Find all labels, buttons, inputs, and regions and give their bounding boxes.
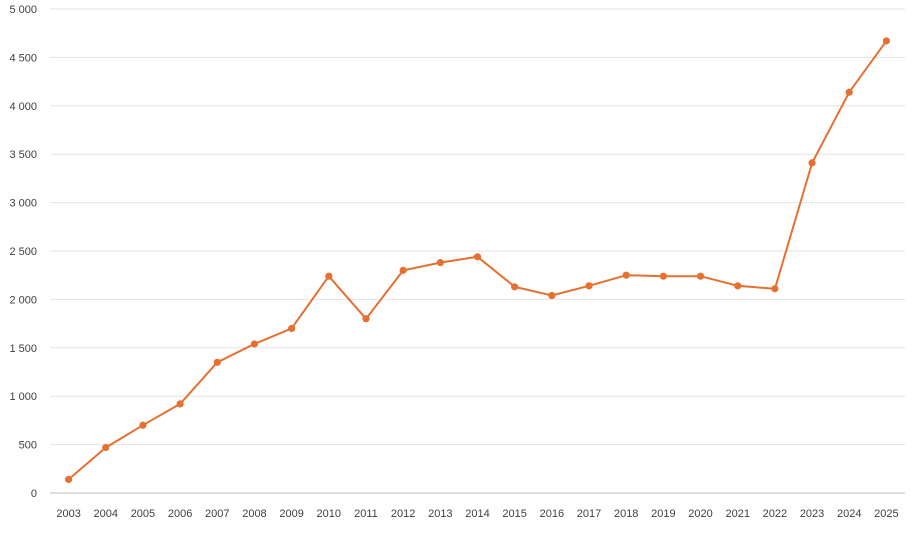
data-point bbox=[176, 400, 184, 408]
x-tick-label: 2018 bbox=[614, 508, 638, 520]
x-tick-label: 2025 bbox=[874, 508, 898, 520]
x-tick-label: 2016 bbox=[540, 508, 564, 520]
x-tick-label: 2006 bbox=[168, 508, 192, 520]
y-tick-label: 1 500 bbox=[9, 343, 37, 355]
x-tick-label: 2008 bbox=[242, 508, 266, 520]
data-point bbox=[845, 88, 853, 96]
x-tick-label: 2023 bbox=[800, 508, 824, 520]
data-point bbox=[511, 283, 519, 291]
data-point bbox=[64, 475, 73, 484]
x-tick-label: 2013 bbox=[428, 508, 452, 520]
x-axis-tick-labels: 2003 2004 2005 2006 2007 2008 2009 2010 2011 2012… bbox=[56, 508, 898, 520]
y-tick-label: 5 000 bbox=[9, 4, 37, 16]
data-point bbox=[436, 259, 444, 267]
x-tick-label: 2004 bbox=[94, 508, 118, 520]
y-tick-label: 3 000 bbox=[9, 198, 37, 210]
y-tick-label: 4 500 bbox=[9, 52, 37, 64]
x-tick-label: 2019 bbox=[651, 508, 675, 520]
y-axis-tick-labels: 0 500 1 000 1 500 2 000 2 500 3 000 3 500 4 000 4… bbox=[9, 4, 37, 500]
y-tick-label: 4 000 bbox=[9, 101, 37, 113]
data-point bbox=[139, 421, 147, 429]
x-tick-label: 2009 bbox=[279, 508, 303, 520]
y-tick-label: 3 500 bbox=[9, 149, 37, 161]
data-point bbox=[882, 37, 891, 45]
y-tick-label: 2 000 bbox=[9, 294, 37, 306]
x-tick-label: 2015 bbox=[502, 508, 526, 520]
data-point bbox=[696, 272, 705, 280]
data-point bbox=[213, 358, 221, 366]
x-tick-label: 2005 bbox=[131, 508, 155, 520]
x-tick-label: 2003 bbox=[56, 508, 80, 520]
x-tick-label: 2010 bbox=[317, 508, 341, 520]
data-point bbox=[325, 272, 333, 280]
y-tick-label: 2 500 bbox=[9, 246, 37, 258]
x-tick-label: 2020 bbox=[688, 508, 712, 520]
data-point bbox=[659, 272, 667, 280]
x-tick-label: 2014 bbox=[465, 508, 489, 520]
data-point bbox=[362, 315, 370, 323]
data-point bbox=[102, 443, 110, 452]
y-tick-label: 1 000 bbox=[9, 391, 37, 403]
y-tick-label: 500 bbox=[19, 440, 37, 452]
series-group bbox=[64, 37, 891, 484]
x-tick-label: 2022 bbox=[763, 508, 787, 520]
data-point bbox=[585, 282, 593, 290]
data-point bbox=[622, 271, 630, 279]
x-tick-label: 2017 bbox=[577, 508, 601, 520]
data-point bbox=[548, 291, 556, 300]
x-tick-label: 2011 bbox=[354, 508, 378, 520]
x-tick-label: 2012 bbox=[391, 508, 415, 520]
data-point bbox=[734, 282, 742, 290]
data-point bbox=[399, 266, 407, 274]
x-tick-label: 2007 bbox=[205, 508, 229, 520]
data-point bbox=[250, 340, 259, 348]
x-tick-label: 2024 bbox=[837, 508, 861, 520]
x-tick-label: 2021 bbox=[725, 508, 749, 520]
data-point bbox=[288, 324, 296, 333]
data-point bbox=[473, 253, 482, 261]
y-tick-label: 0 bbox=[31, 488, 37, 500]
data-point bbox=[808, 159, 816, 167]
data-point bbox=[771, 285, 779, 293]
gridlines bbox=[50, 8, 905, 446]
